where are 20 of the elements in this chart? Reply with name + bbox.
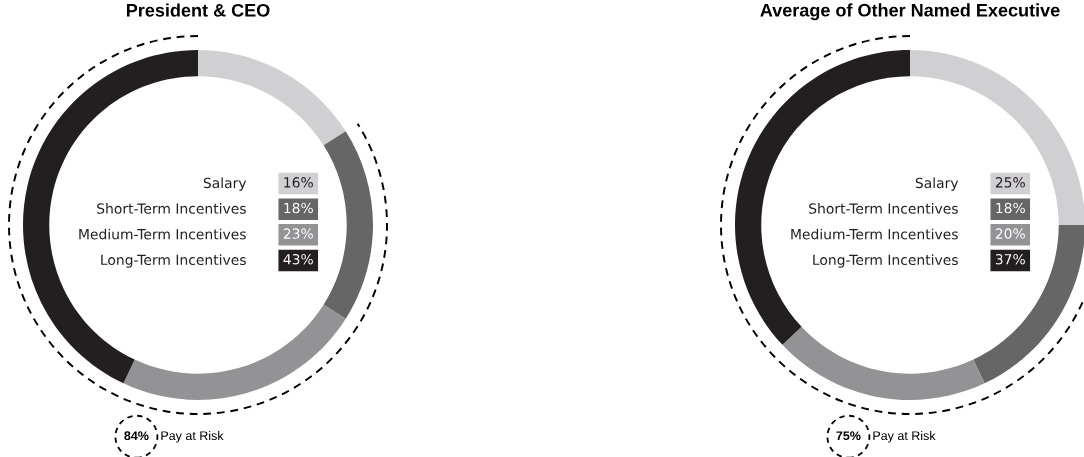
legend-label: Short-Term Incentives [809,203,958,214]
text: 75% Pay at Risk [836,430,936,443]
legend-label: Salary [203,177,247,191]
data-label: 20% [995,228,1025,239]
data-label: 25% [995,177,1025,188]
data-label: 16% [284,177,313,188]
legend-label: Long-Term Incentives [813,254,958,268]
legend-label: Short-Term Incentives [97,203,246,214]
legend-label: Salary [915,177,959,191]
data-label: 37% [995,253,1025,265]
data-label: 43% [283,253,313,265]
legend-label: Long-Term Incentives [101,254,246,268]
legend-label: Medium-Term Incentives [791,228,958,240]
data-label: 18% [996,202,1025,214]
data-label: 18% [284,202,313,214]
text: 84% Pay at Risk [124,430,224,443]
chart-title: Average of Other Named Executive [760,3,1060,21]
chart-title: President & CEO [126,3,270,17]
legend-label: Medium-Term Incentives [79,228,246,240]
data-label: 23% [283,228,313,239]
